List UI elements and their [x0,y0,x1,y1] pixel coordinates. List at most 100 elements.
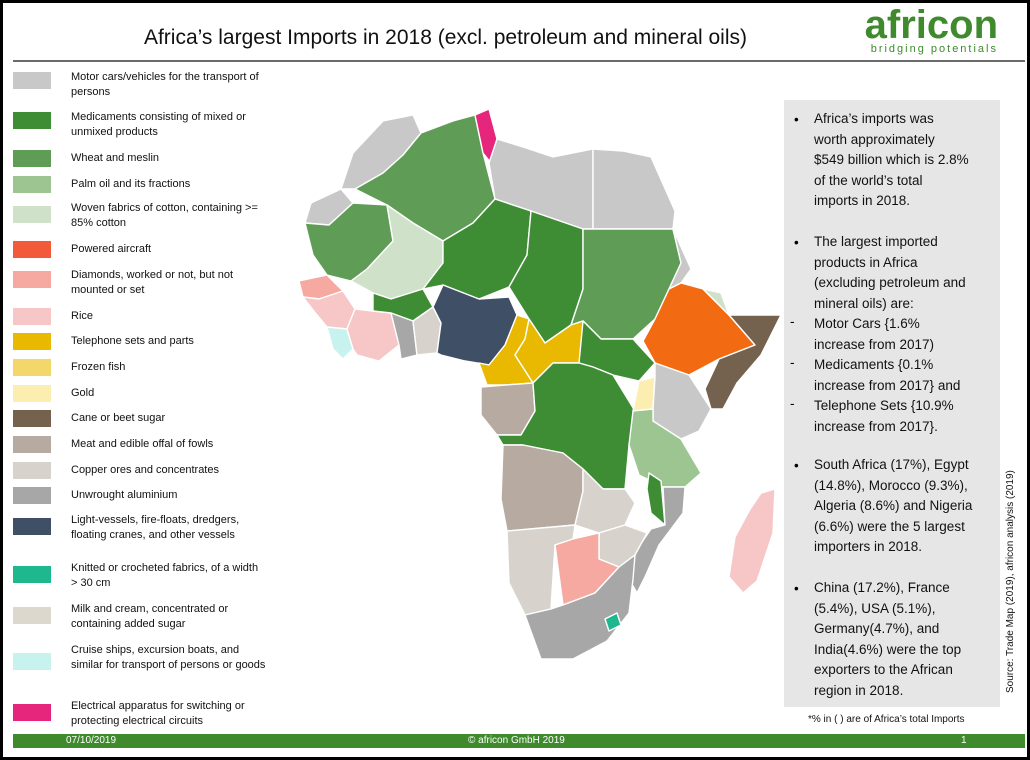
legend-swatch [13,308,51,325]
insight-motor-cars: Motor Cars {1.6% increase from 2017) [814,314,934,355]
region-madagascar [728,488,776,594]
text-line: (14.8%), Morocco (9.3%), [814,477,968,493]
legend-swatch [13,385,51,402]
footnote: *% in ( ) are of Africa’s total Imports [808,714,965,725]
bullet-3: • [794,458,799,473]
text-line: India(4.6%) were the top [814,641,962,657]
legend-swatch [13,607,51,624]
insights-panel: • Africa’s imports was worth approximate… [784,100,1000,707]
legend-swatch [13,176,51,193]
legend-swatch [13,271,51,288]
legend-label: Diamonds, worked or not, but not mounted… [71,269,234,296]
legend-swatch [13,487,51,504]
insight-largest-products: The largest imported products in Africa … [814,232,966,314]
legend-label: Electrical apparatus for switching or pr… [71,700,245,727]
text-line: importers in 2018. [814,539,923,554]
bullet-1: • [794,112,799,127]
region-mozambique [628,486,686,594]
slide-title: Africa’s largest Imports in 2018 (excl. … [143,26,748,49]
text-line: worth approximately [814,131,935,147]
region-nigeria [432,284,518,366]
title-divider [13,60,1025,62]
legend-swatch [13,653,51,670]
region-ghana [390,312,418,360]
logo-name: africon [864,3,998,47]
legend-label: Frozen fish [71,361,126,373]
legend-label: Light-vessels, fire-floats, dredgers, fl… [71,514,240,541]
text-line: The largest imported [814,234,938,249]
dash-1: - [790,314,795,329]
text-line: increase from 2017}. [814,418,938,434]
text-line: of the world’s total [814,172,923,188]
legend-label: Motor cars/vehicles for the transport of… [71,71,259,98]
legend-swatch [13,518,51,535]
insight-top-exporters: China (17.2%), France (5.4%), USA (5.1%)… [814,578,961,701]
legend-label: Gold [71,387,95,399]
legend-swatch [13,206,51,223]
text-line: Algeria (8.6%) and Nigeria [814,498,973,513]
legend-label: Milk and cream, concentrated or containi… [71,603,229,630]
legend-swatch [13,566,51,583]
region-malawi [646,472,666,526]
legend-label: Meat and edible offal of fowls [71,438,214,450]
legend-swatch [13,241,51,258]
text-line: South Africa (17%), Egypt [814,457,969,472]
dash-3: - [790,396,795,411]
text-line: imports in 2018. [814,193,911,208]
text-line: region in 2018. [814,682,904,698]
logo-tagline: bridging potentials [870,43,998,55]
region-uganda [632,376,656,412]
region-south-africa [524,554,636,660]
bullet-2: • [794,235,799,250]
text-line: (6.6%) were the 5 largest [814,518,965,534]
region-tanzania [628,408,702,488]
legend-label: Telephone sets and parts [71,335,194,347]
legend-label: Powered aircraft [71,243,152,255]
region-egypt [592,148,676,230]
text-line: (excluding petroleum and [814,275,966,290]
text-line: Medicaments {0.1% [814,357,934,372]
legend-swatch [13,112,51,129]
text-line: mineral oils) are: [814,295,914,311]
insight-telephone-sets: Telephone Sets {10.9% increase from 2017… [814,396,954,437]
legend-label: Wheat and meslin [71,152,160,164]
text-line: Motor Cars {1.6% [814,316,920,331]
text-line: products in Africa [814,254,918,270]
legend-swatch [13,410,51,427]
region-djibouti [702,288,730,316]
legend-label: Rice [71,310,94,322]
source-note: Source: Trade Map (2019), africon analys… [1005,470,1016,693]
legend-label: Medicaments consisting of mixed or unmix… [71,111,246,138]
legend-label: Cruise ships, excursion boats, and simil… [71,644,266,671]
region-somalia [704,314,782,410]
region-lesotho [604,612,622,632]
region-namibia [506,524,576,616]
text-line: increase from 2017} and [814,377,961,393]
text-line: increase from 2017) [814,336,935,352]
text-line: Germany(4.7%), and [814,621,940,636]
legend-label: Palm oil and its fractions [71,178,191,190]
legend-label: Woven fabrics of cotton, containing >= 8… [71,202,258,229]
footer-bar: 07/10/2019 © africon GmbH 2019 1 [13,734,1025,748]
insight-imports-total: Africa’s imports was worth approximately… [814,109,969,212]
dash-2: - [790,355,795,370]
africon-logo: africon bridging potentials [838,3,998,55]
bullet-4: • [794,581,799,596]
legend-label: Unwrought aluminium [71,489,178,501]
text-line: exporters to the African [814,662,953,677]
legend-swatch [13,72,51,89]
text-line: (5.4%), USA (5.1%), [814,600,936,616]
insight-largest-importers: South Africa (17%), Egypt (14.8%), Moroc… [814,455,972,558]
insight-medicaments: Medicaments {0.1% increase from 2017} an… [814,355,960,396]
region-sierra-leone [326,326,354,360]
africa-map [298,108,782,660]
footer-copyright: © africon GmbH 2019 [468,735,565,746]
legend-label: Cane or beet sugar [71,412,166,424]
legend-swatch [13,150,51,167]
text-line: Africa’s imports was [814,111,934,126]
legend-swatch [13,436,51,453]
legend-label: Copper ores and concentrates [71,464,219,476]
region-ivory-coast [346,308,400,362]
slide: Africa’s largest Imports in 2018 (excl. … [3,3,1027,757]
legend-swatch [13,704,51,721]
